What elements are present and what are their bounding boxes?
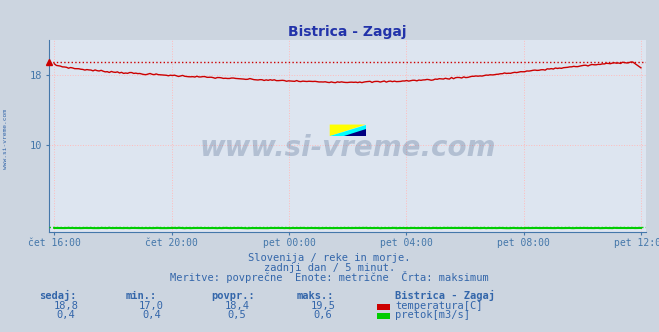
Text: min.:: min.: <box>125 291 156 301</box>
Text: 17,0: 17,0 <box>139 301 164 311</box>
Text: 18,4: 18,4 <box>225 301 250 311</box>
Text: pretok[m3/s]: pretok[m3/s] <box>395 310 471 320</box>
Polygon shape <box>344 129 366 136</box>
Text: 0,4: 0,4 <box>142 310 161 320</box>
Title: Bistrica - Zagaj: Bistrica - Zagaj <box>289 25 407 39</box>
Text: sedaj:: sedaj: <box>40 290 77 301</box>
Polygon shape <box>330 124 366 136</box>
Text: www.si-vreme.com: www.si-vreme.com <box>3 110 8 169</box>
Text: Bistrica - Zagaj: Bistrica - Zagaj <box>395 290 496 301</box>
Text: 0,5: 0,5 <box>228 310 246 320</box>
Text: 0,6: 0,6 <box>314 310 332 320</box>
Text: 19,5: 19,5 <box>310 301 335 311</box>
Polygon shape <box>330 124 366 136</box>
Text: Slovenija / reke in morje.: Slovenija / reke in morje. <box>248 253 411 263</box>
Text: zadnji dan / 5 minut.: zadnji dan / 5 minut. <box>264 263 395 273</box>
Text: temperatura[C]: temperatura[C] <box>395 301 483 311</box>
Text: Meritve: povprečne  Enote: metrične  Črta: maksimum: Meritve: povprečne Enote: metrične Črta:… <box>170 271 489 283</box>
Text: www.si-vreme.com: www.si-vreme.com <box>200 134 496 162</box>
Text: 0,4: 0,4 <box>57 310 75 320</box>
Text: povpr.:: povpr.: <box>211 291 254 301</box>
Text: maks.:: maks.: <box>297 291 334 301</box>
Text: 18,8: 18,8 <box>53 301 78 311</box>
